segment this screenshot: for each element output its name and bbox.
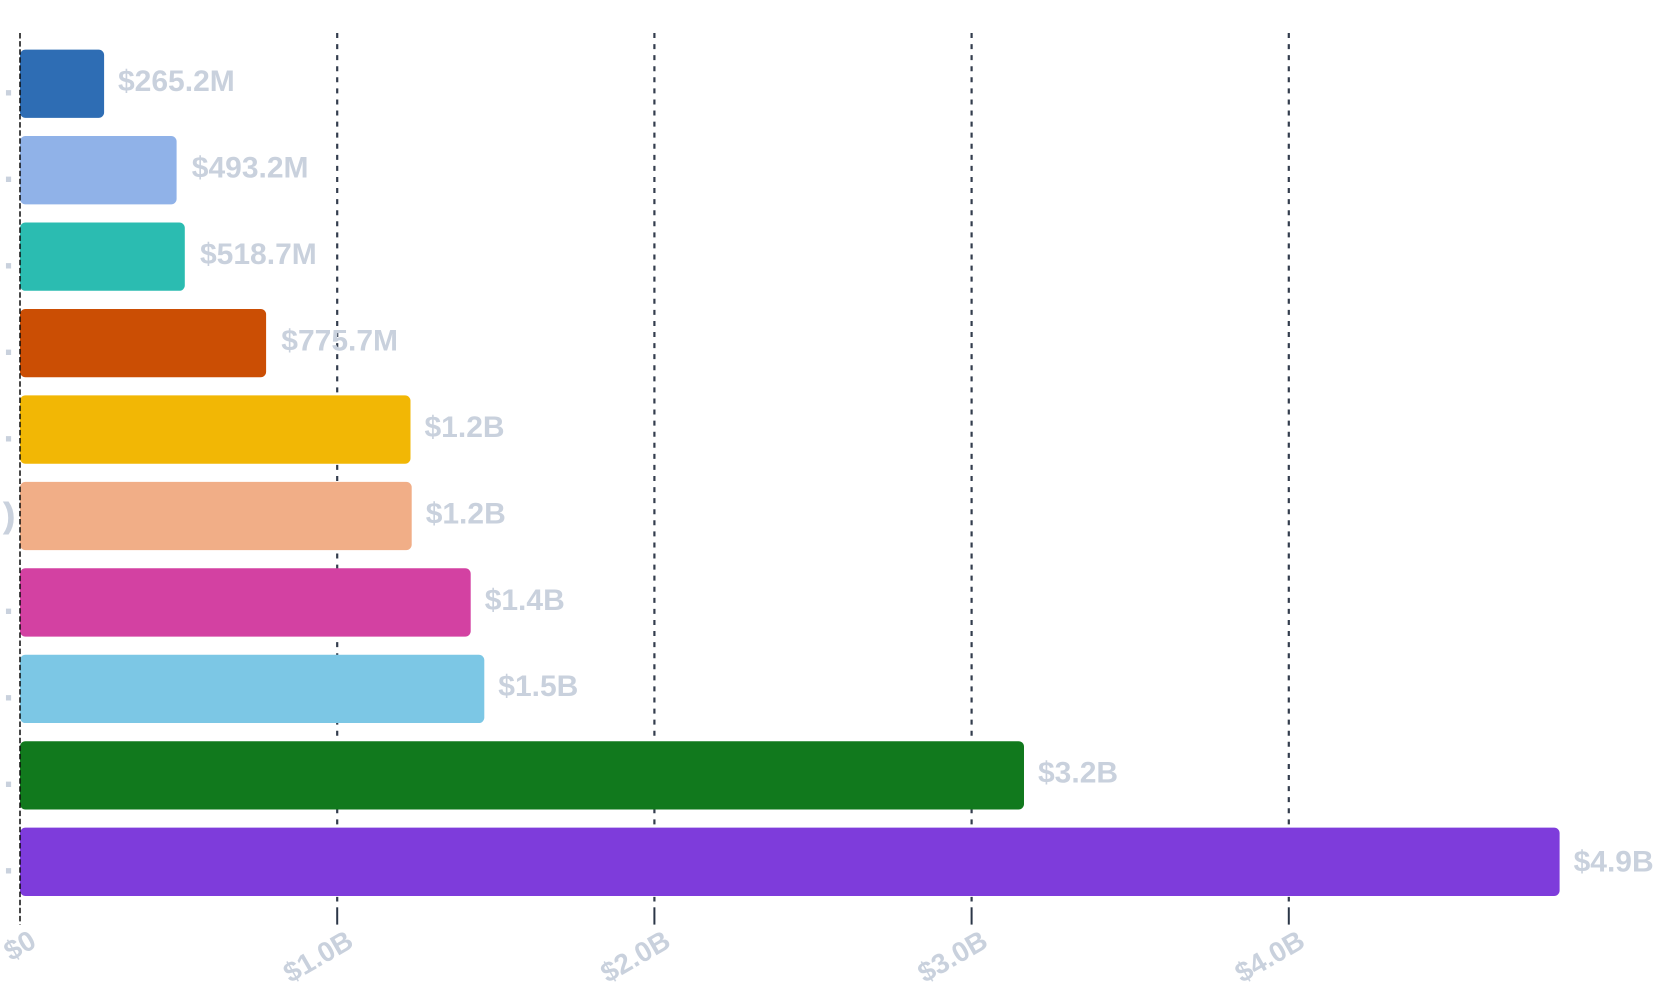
svg-text:$3.2B: $3.2B <box>1038 757 1118 790</box>
svg-text:$1.0B: $1.0B <box>278 924 358 988</box>
svg-text:.: . <box>4 761 12 794</box>
svg-text:$265.2M: $265.2M <box>118 65 235 98</box>
svg-text:$0: $0 <box>0 924 41 966</box>
svg-text:.: . <box>4 69 12 102</box>
svg-text:.: . <box>4 242 12 275</box>
svg-text:.: . <box>4 155 12 188</box>
svg-text:.: . <box>4 328 12 361</box>
svg-text:.: . <box>4 588 12 621</box>
svg-text:.: . <box>4 847 12 880</box>
svg-text:$1.2B: $1.2B <box>426 497 506 530</box>
svg-text:.: . <box>4 674 12 707</box>
svg-text:$3.0B: $3.0B <box>912 924 992 988</box>
svg-text:): ) <box>4 497 15 535</box>
svg-text:$775.7M: $775.7M <box>281 324 398 357</box>
svg-text:$4.9B: $4.9B <box>1574 845 1654 878</box>
svg-text:$1.2B: $1.2B <box>425 411 505 444</box>
svg-text:$4.0B: $4.0B <box>1230 924 1310 988</box>
svg-text:$518.7M: $518.7M <box>200 238 317 271</box>
svg-text:.: . <box>4 415 12 448</box>
svg-text:$1.5B: $1.5B <box>498 670 578 703</box>
svg-text:$493.2M: $493.2M <box>192 152 309 185</box>
svg-text:$1.4B: $1.4B <box>485 584 565 617</box>
svg-text:$2.0B: $2.0B <box>595 924 675 988</box>
